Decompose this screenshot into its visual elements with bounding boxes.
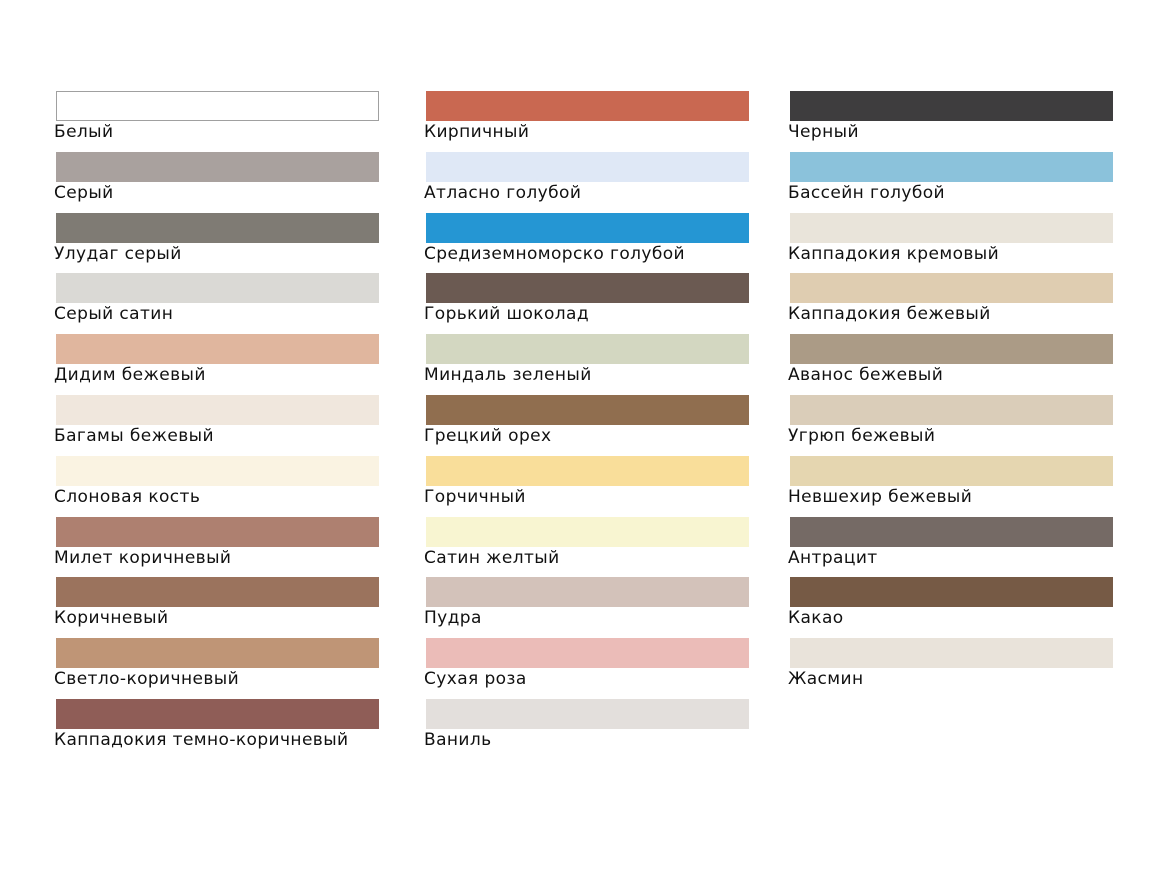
color-swatch [56,394,379,425]
palette-column-2: Кирпичный Атласно голубой Средиземноморско… [424,91,749,760]
color-item: Улудаг серый [54,212,379,274]
color-swatch [790,577,1113,608]
color-item: Жасмин [788,638,1113,699]
color-swatch [790,455,1113,486]
color-name: Невшехир бежевый [788,486,973,507]
color-name: Сатин желтый [424,547,560,568]
color-swatch [426,698,749,729]
color-item: Невшехир бежевый [788,455,1113,517]
palette-column-3: Черный Бассейн голубой Каппадокия кремовый… [788,91,1113,699]
color-swatch [790,516,1113,547]
color-name: Какао [788,608,844,629]
color-item: Аванос бежевый [788,334,1113,395]
color-name: Каппадокия темно-коричневый [54,729,349,750]
color-name: Пудра [424,608,482,629]
color-name: Светло-коричневый [54,669,240,690]
color-swatch [56,212,379,243]
color-name: Жасмин [788,669,864,690]
palette-column-1: Белый Серый Улудаг серый Серый сатин Дидим б… [54,91,379,760]
color-name: Грецкий орех [424,425,552,446]
color-swatch [426,151,749,182]
color-swatch [56,91,379,121]
color-swatch [426,212,749,243]
color-name: Каппадокия бежевый [788,304,991,325]
color-swatch [56,334,379,365]
color-swatch [56,577,379,608]
color-item: Дидим бежевый [54,334,379,395]
color-item: Угрюп бежевый [788,394,1113,456]
color-swatch [426,638,749,669]
color-name: Аванос бежевый [788,365,944,386]
color-item: Сатин желтый [424,516,749,578]
color-swatch [426,455,749,486]
color-name: Слоновая кость [54,486,201,507]
color-item: Антрацит [788,516,1113,578]
color-name: Серый сатин [54,304,174,325]
color-name: Серый [54,182,114,203]
color-swatch [790,151,1113,182]
color-swatch [426,394,749,425]
color-item: Милет коричневый [54,516,379,578]
color-swatch [56,638,379,669]
color-name: Атласно голубой [424,182,582,203]
color-item: Ваниль [424,698,749,760]
color-name: Милет коричневый [54,547,232,568]
color-swatch [426,516,749,547]
color-item: Коричневый [54,577,379,638]
color-name: Средиземноморско голубой [424,243,685,264]
color-name: Белый [54,122,114,142]
color-name: Черный [788,122,859,142]
color-swatch [56,455,379,486]
color-swatch [790,334,1113,365]
color-swatch [56,273,379,304]
color-item: Миндаль зеленый [424,334,749,395]
color-name: Багамы бежевый [54,425,214,446]
color-item: Грецкий орех [424,394,749,456]
color-item: Средиземноморско голубой [424,212,749,274]
color-swatch [426,273,749,304]
color-name: Ваниль [424,729,492,750]
color-name: Горчичный [424,486,526,507]
color-swatch [426,577,749,608]
color-item: Светло-коричневый [54,638,379,699]
color-name: Бассейн голубой [788,182,945,203]
color-item: Белый [54,91,379,152]
color-item: Черный [788,91,1113,152]
color-item: Серый [54,151,379,213]
color-name: Кирпичный [424,122,530,142]
color-item: Каппадокия бежевый [788,273,1113,334]
color-item: Сухая роза [424,638,749,699]
color-item: Горчичный [424,455,749,517]
color-swatch [790,638,1113,669]
color-item: Атласно голубой [424,151,749,213]
color-swatch [56,516,379,547]
color-name: Горький шоколад [424,304,590,325]
color-item: Багамы бежевый [54,394,379,456]
color-name: Антрацит [788,547,878,568]
color-swatch [790,394,1113,425]
color-name: Угрюп бежевый [788,425,936,446]
color-item: Пудра [424,577,749,638]
color-swatch [56,151,379,182]
color-name: Улудаг серый [54,243,182,264]
color-item: Каппадокия темно-коричневый [54,698,379,760]
color-name: Каппадокия кремовый [788,243,1000,264]
color-swatch [426,91,749,121]
color-item: Каппадокия кремовый [788,212,1113,274]
color-item: Какао [788,577,1113,638]
color-item: Бассейн голубой [788,151,1113,213]
color-item: Слоновая кость [54,455,379,517]
color-swatch [426,334,749,365]
color-item: Горький шоколад [424,273,749,334]
color-name: Дидим бежевый [54,365,206,386]
color-item: Серый сатин [54,273,379,334]
color-name: Сухая роза [424,669,527,690]
color-swatch [790,212,1113,243]
color-name: Коричневый [54,608,169,629]
color-name: Миндаль зеленый [424,365,592,386]
color-item: Кирпичный [424,91,749,152]
color-swatch [790,91,1113,121]
color-swatch [56,698,379,729]
color-swatch [790,273,1113,304]
